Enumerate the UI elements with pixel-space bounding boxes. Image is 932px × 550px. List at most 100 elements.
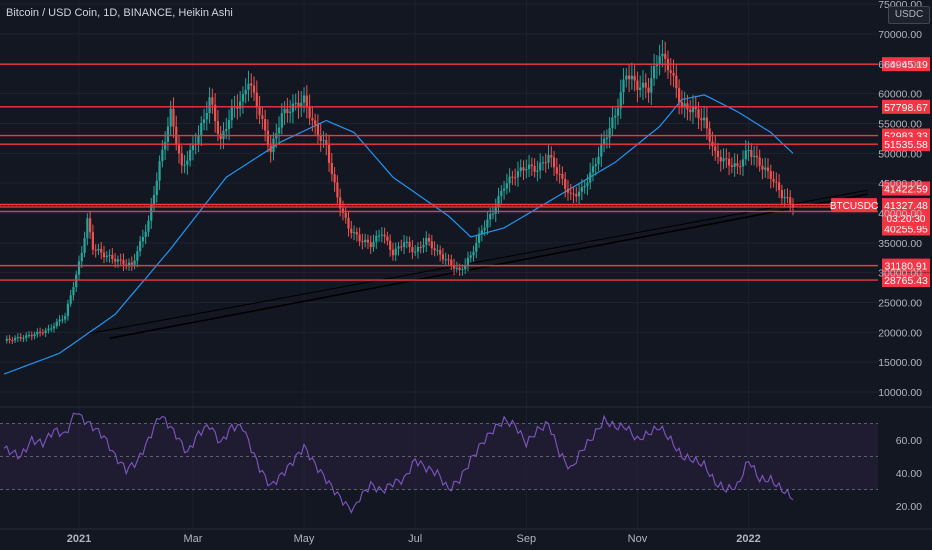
- candle: [27, 331, 31, 338]
- candle: [239, 91, 242, 117]
- candle-body: [189, 150, 192, 161]
- candle: [94, 244, 97, 258]
- candle-body: [291, 103, 295, 112]
- trend-line-secondary[interactable]: [85, 189, 869, 335]
- candle-body: [169, 108, 172, 127]
- candle-body: [683, 103, 686, 107]
- candle: [330, 153, 333, 182]
- candle-body: [330, 162, 333, 175]
- candle: [25, 332, 28, 342]
- candle-body: [147, 220, 150, 232]
- candle-body: [269, 145, 272, 153]
- candle-body: [461, 269, 464, 271]
- candle: [230, 99, 233, 129]
- candle-body: [166, 126, 170, 142]
- candle-body: [333, 174, 336, 183]
- candle-body: [716, 150, 720, 158]
- candle: [547, 144, 550, 169]
- price-tick-label: 40000.00: [878, 208, 922, 220]
- candle-body: [569, 192, 572, 194]
- candle-body: [141, 236, 145, 242]
- price-axis[interactable]: 75000.00 70000.00 65000.00 60000.00 55000.00…: [878, 0, 922, 513]
- candle-body: [286, 109, 289, 114]
- candle: [589, 162, 592, 190]
- candle-body: [728, 158, 731, 166]
- candle: [341, 200, 345, 221]
- candle-body: [694, 106, 697, 110]
- candle: [689, 100, 692, 121]
- rsi-tick-label: 60.00: [896, 435, 922, 447]
- candle: [141, 229, 145, 248]
- candle: [769, 164, 772, 189]
- candle: [569, 184, 572, 201]
- candle: [14, 335, 17, 344]
- level-price-tag: [882, 258, 930, 273]
- candle-body: [355, 232, 358, 235]
- candle-body: [650, 78, 653, 93]
- candle-body: [555, 167, 558, 174]
- candle: [555, 158, 558, 182]
- candle: [155, 172, 158, 203]
- rsi-pane: [0, 412, 878, 514]
- candle-body: [50, 328, 53, 330]
- candle-body: [719, 157, 722, 162]
- candle: [22, 334, 25, 343]
- candle-body: [575, 194, 578, 197]
- candle: [650, 65, 653, 105]
- candle: [444, 252, 447, 266]
- candle: [202, 108, 206, 131]
- symbol-tag-box[interactable]: [831, 198, 877, 213]
- candle-body: [641, 82, 645, 88]
- candle-body: [405, 241, 408, 243]
- rsi-tick-label: 20.00: [896, 501, 922, 513]
- candle-body: [697, 109, 700, 119]
- symbol-legend[interactable]: Bitcoin / USD Coin, 1D, BINANCE, Heikin …: [6, 7, 233, 19]
- candle-body: [358, 234, 361, 242]
- candle: [516, 161, 520, 187]
- candle-body: [205, 112, 208, 120]
- candle: [714, 135, 717, 161]
- candle: [636, 71, 639, 103]
- candle: [364, 233, 367, 248]
- candle: [658, 44, 661, 76]
- candle: [294, 93, 297, 111]
- candle: [208, 87, 211, 124]
- candle: [205, 101, 208, 131]
- candle-body: [391, 249, 395, 256]
- time-axis[interactable]: 2021 Mar May Jul Sep Nov 2022: [67, 533, 761, 545]
- candle: [291, 94, 295, 124]
- candle: [755, 145, 758, 168]
- candle: [111, 248, 114, 264]
- candle: [52, 322, 56, 333]
- candle-body: [464, 264, 467, 270]
- horizontal-levels-layer[interactable]: 64945.1957798.6752983.3351535.5841422.59…: [0, 57, 930, 288]
- candle-body: [316, 124, 320, 135]
- candle: [219, 125, 222, 150]
- candle-body: [539, 162, 542, 171]
- candle-body: [261, 115, 264, 120]
- rsi-tick-label: 40.00: [896, 468, 922, 480]
- currency-badge[interactable]: USDC: [888, 6, 930, 24]
- candle-body: [86, 218, 89, 239]
- candle-body: [680, 102, 683, 107]
- price-tick-label: 30000.00: [878, 268, 922, 280]
- candle-body: [466, 257, 470, 265]
- candle-body: [158, 161, 161, 181]
- candle: [558, 164, 561, 184]
- candle: [661, 39, 664, 68]
- candle-body: [16, 336, 19, 338]
- candle: [127, 258, 131, 271]
- candle: [36, 328, 39, 338]
- candle-body: [177, 144, 181, 154]
- candle: [614, 108, 617, 130]
- trendline-layer: [85, 189, 869, 340]
- candle-body: [627, 75, 631, 80]
- candle: [50, 324, 53, 333]
- candle: [297, 90, 300, 119]
- candle: [675, 65, 678, 98]
- candle-body: [619, 92, 622, 109]
- candle: [430, 234, 433, 256]
- candle-body: [25, 335, 28, 338]
- candle: [541, 156, 545, 171]
